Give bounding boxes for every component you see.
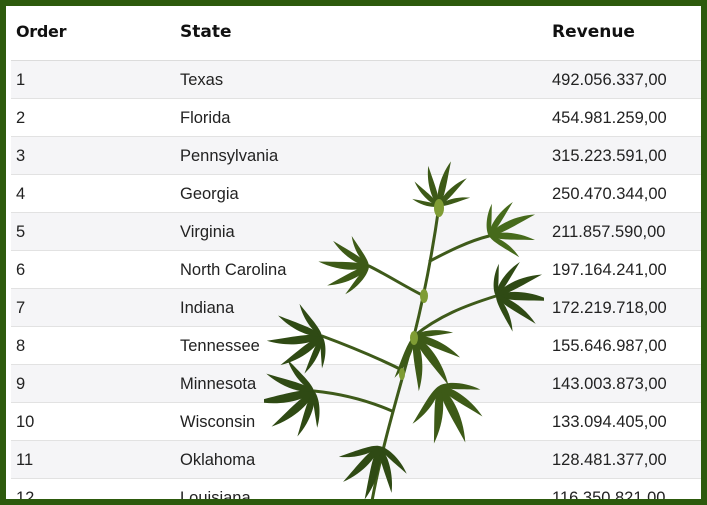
table-row: 11 Oklahoma 128.481.377,00	[11, 440, 701, 479]
revenue-cell: 492.056.337,00	[552, 60, 701, 99]
revenue-cell: 211.857.590,00	[552, 212, 701, 251]
revenue-cell: 133.094.405,00	[552, 402, 701, 441]
revenue-cell: 250.470.344,00	[552, 174, 701, 213]
table-row: 6 North Carolina 197.164.241,00	[11, 250, 701, 289]
table-row: 3 Pennsylvania 315.223.591,00	[11, 136, 701, 175]
state-cell: Florida	[180, 98, 552, 137]
state-cell: Minnesota	[180, 364, 552, 403]
table-row: 7 Indiana 172.219.718,00	[11, 288, 701, 327]
order-cell: 12	[11, 478, 180, 499]
state-cell: North Carolina	[180, 250, 552, 289]
order-cell: 2	[11, 98, 180, 137]
state-cell: Louisiana	[180, 478, 552, 499]
revenue-cell: 315.223.591,00	[552, 136, 701, 175]
column-header-order[interactable]: Order	[11, 22, 180, 61]
order-cell: 11	[11, 440, 180, 479]
order-cell: 7	[11, 288, 180, 327]
column-header-state[interactable]: State	[180, 22, 552, 61]
order-cell: 9	[11, 364, 180, 403]
order-cell: 5	[11, 212, 180, 251]
table-row: 1 Texas 492.056.337,00	[11, 60, 701, 99]
state-cell: Tennessee	[180, 326, 552, 365]
table-row: 9 Minnesota 143.003.873,00	[11, 364, 701, 403]
column-header-revenue[interactable]: Revenue	[552, 22, 701, 61]
state-cell: Texas	[180, 60, 552, 99]
order-cell: 3	[11, 136, 180, 175]
state-cell: Oklahoma	[180, 440, 552, 479]
order-cell: 8	[11, 326, 180, 365]
revenue-cell: 454.981.259,00	[552, 98, 701, 137]
state-cell: Wisconsin	[180, 402, 552, 441]
order-cell: 4	[11, 174, 180, 213]
revenue-cell: 143.003.873,00	[552, 364, 701, 403]
table-row: 4 Georgia 250.470.344,00	[11, 174, 701, 213]
revenue-cell: 172.219.718,00	[552, 288, 701, 327]
order-cell: 6	[11, 250, 180, 289]
revenue-cell: 155.646.987,00	[552, 326, 701, 365]
order-cell: 10	[11, 402, 180, 441]
table-row: 2 Florida 454.981.259,00	[11, 98, 701, 137]
state-cell: Pennsylvania	[180, 136, 552, 175]
order-cell: 1	[11, 60, 180, 99]
revenue-table: Order State Revenue 1 Texas 492.056.337,…	[11, 22, 701, 499]
state-cell: Indiana	[180, 288, 552, 327]
revenue-cell: 197.164.241,00	[552, 250, 701, 289]
table-header-row: Order State Revenue	[11, 22, 701, 61]
state-cell: Georgia	[180, 174, 552, 213]
state-cell: Virginia	[180, 212, 552, 251]
table-row: 8 Tennessee 155.646.987,00	[11, 326, 701, 365]
revenue-cell: 128.481.377,00	[552, 440, 701, 479]
table-row: 10 Wisconsin 133.094.405,00	[11, 402, 701, 441]
table-row: 5 Virginia 211.857.590,00	[11, 212, 701, 251]
revenue-cell: 116.350.821,00	[552, 478, 701, 499]
table-row: 12 Louisiana 116.350.821,00	[11, 478, 701, 499]
